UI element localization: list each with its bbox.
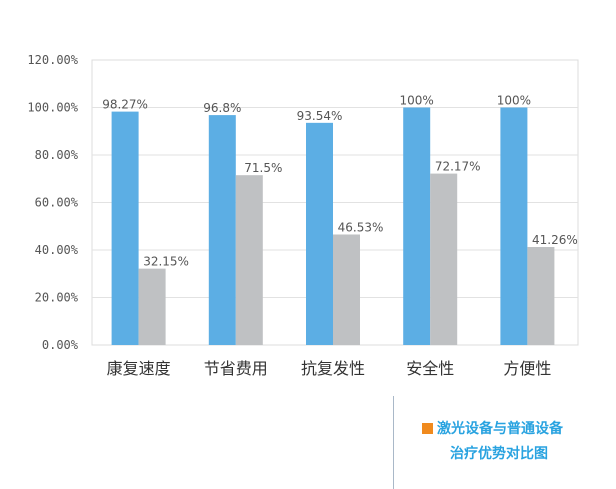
y-tick-label: 60.00%: [35, 196, 79, 210]
data-label: 100%: [400, 94, 434, 108]
x-category-label: 安全性: [406, 359, 454, 378]
bar-laser: [403, 107, 431, 345]
bar-laser: [500, 107, 528, 345]
bar-standard: [333, 234, 360, 345]
data-label: 100%: [497, 94, 531, 108]
data-label: 93.54%: [297, 109, 343, 123]
caption-title-line2: 治疗优势对比图: [450, 446, 548, 462]
data-label: 46.53%: [338, 220, 384, 234]
bar-group: 93.54% 46.53%: [297, 109, 384, 345]
bar-group: 100% 72.17%: [400, 94, 481, 345]
bar-standard: [430, 173, 458, 345]
data-label: 32.15%: [143, 255, 189, 269]
data-label: 41.26%: [532, 233, 578, 247]
data-label: 98.27%: [102, 98, 148, 112]
caption-text-1: 激光设备与普通设备: [437, 421, 563, 437]
orange-square-icon: [422, 423, 433, 434]
data-label: 71.5%: [244, 161, 282, 175]
y-tick-label: 120.00%: [27, 53, 78, 67]
x-category-label: 节省费用: [204, 359, 268, 378]
y-tick-label: 80.00%: [35, 148, 79, 162]
bar-standard: [235, 175, 263, 345]
y-tick-label: 100.00%: [27, 101, 78, 115]
x-category-label: 抗复发性: [301, 359, 365, 378]
bar-standard: [138, 268, 166, 345]
bar-laser: [306, 122, 333, 345]
chart-caption: 激光设备与普通设备 治疗优势对比图: [393, 396, 616, 489]
data-label: 96.8%: [203, 101, 241, 115]
bar-standard: [527, 247, 555, 345]
y-tick-label: 0.00%: [42, 338, 79, 352]
y-tick-label: 40.00%: [35, 243, 79, 257]
y-tick-label: 20.00%: [35, 291, 79, 305]
bar-group: 100% 41.26%: [497, 94, 578, 345]
data-label: 72.17%: [435, 160, 481, 174]
bar-group: 96.8% 71.5%: [203, 101, 282, 345]
bar-laser: [111, 111, 139, 345]
bar-laser: [208, 115, 236, 345]
x-category-label: 方便性: [503, 359, 551, 378]
bar-group: 98.27% 32.15%: [102, 98, 189, 345]
caption-title-line1: 激光设备与普通设备: [422, 418, 563, 438]
x-category-label: 康复速度: [107, 359, 171, 378]
